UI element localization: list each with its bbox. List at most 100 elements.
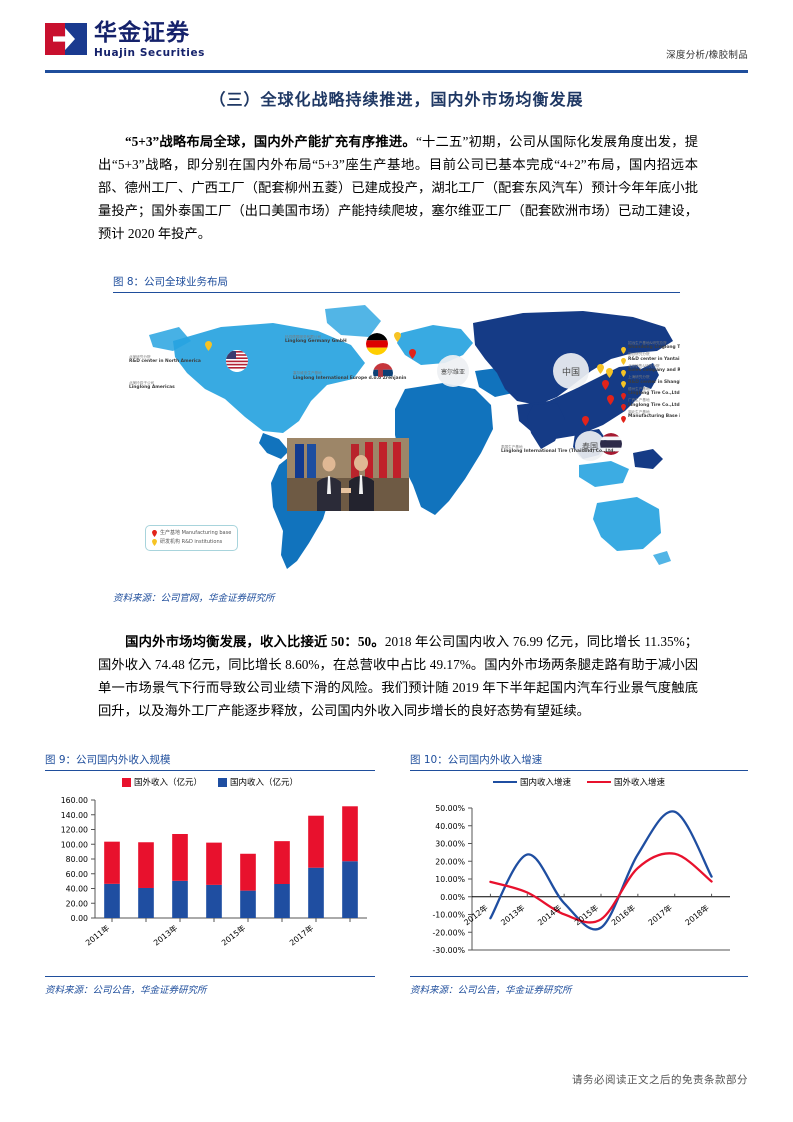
logo-text-cn: 华金证券 xyxy=(94,20,190,46)
y-axis-tick-label: 20.00% xyxy=(435,857,465,866)
legend-item: 国外收入（亿元） xyxy=(121,776,202,788)
x-axis-tick-label: 2017年 xyxy=(287,923,315,948)
map-pin-yellow-icon xyxy=(621,352,626,366)
header-divider xyxy=(45,70,748,73)
logo-text-en: Huajin Securities xyxy=(94,47,206,59)
figure9-divider xyxy=(45,976,375,978)
x-axis-tick-label: 2012年 xyxy=(462,902,490,927)
legend-swatch-icon xyxy=(121,777,131,787)
bar-domestic xyxy=(206,884,222,918)
y-axis-tick-label: 100.00 xyxy=(61,840,88,849)
bar-overseas xyxy=(274,841,290,885)
x-axis-tick-label: 2015年 xyxy=(219,923,247,948)
y-axis-tick-label: 160.00 xyxy=(61,796,88,805)
flag-usa-icon xyxy=(226,350,248,372)
paragraph-revenue-balance: 国内外市场均衡发展，收入比接近 50：50。2018 年公司国内收入 76.99… xyxy=(98,630,698,722)
map-right-label-item: 烟台研究分院 R&D center in Yantai xyxy=(621,352,680,366)
map-legend-item: 生产基地 Manufacturing base xyxy=(152,529,231,538)
legend-item: 国外收入增速 xyxy=(587,776,665,788)
figure9-caption: 图 9：公司国内外收入规模 xyxy=(45,752,375,771)
figure9-source: 资料来源：公司公告，华金证券研究所 xyxy=(45,986,207,996)
bar-domestic xyxy=(274,884,290,918)
y-axis-tick-label: 10.00% xyxy=(435,875,465,884)
map-legend-label: 研发机构 R&D institutions xyxy=(160,539,223,545)
x-axis-tick-label: 2015年 xyxy=(572,902,600,927)
map-right-label-item: 上海研究分院 R&D center in Shanghai xyxy=(621,375,680,389)
x-axis-tick-label: 2013年 xyxy=(499,902,527,927)
y-axis-tick-label: 0.00% xyxy=(440,893,465,902)
figure10-line-chart: 国内收入增速 国外收入增速 -30.00% -20.00% -10.00% 0.00% 1… xyxy=(410,774,748,972)
map-pin-yellow-icon xyxy=(621,364,626,377)
china-bubble: 中国 xyxy=(553,353,589,389)
figure10-divider xyxy=(410,976,748,978)
map-label-na-rd: 北美研究分院 R&D center in North America xyxy=(129,355,201,365)
figure10-caption: 图 10：公司国内外收入增速 xyxy=(410,752,748,771)
paragraph2-body: 2018 年公司国内收入 76.99 亿元，同比增长 11.35%；国外收入 7… xyxy=(98,634,699,718)
map-legend-label: 生产基地 Manufacturing base xyxy=(160,530,232,536)
map-pin-yellow-icon xyxy=(205,338,212,351)
map-label-serbia: 塞尔维亚生产基地 Linglong International Europe d… xyxy=(293,371,407,381)
section-heading: （三）全球化战略持续推进，国内外市场均衡发展 xyxy=(209,90,584,109)
legend-swatch-icon xyxy=(218,777,227,787)
legend-item: 国内收入（亿元） xyxy=(218,776,298,788)
figure9-stacked-bar-chart: 国外收入（亿元） 国内收入（亿元） 0.00 20.00 40.00 60.00 80.0… xyxy=(45,774,375,972)
serbia-bubble: 塞尔维亚 xyxy=(437,355,469,387)
bar-overseas xyxy=(240,853,256,891)
page-header: 华金证券 Huajin Securities 深度分析/橡胶制品 xyxy=(0,0,793,73)
bar-domestic xyxy=(308,867,324,918)
y-axis-tick-label: 40.00% xyxy=(435,822,465,831)
map-pin-red-icon xyxy=(607,392,614,405)
map-label-thailand: 泰国生产基地 Linglong International Tire (Thai… xyxy=(501,445,616,455)
x-axis-tick-label: 2013年 xyxy=(151,923,179,948)
map-pin-yellow-icon xyxy=(621,341,626,354)
bar-overseas xyxy=(308,815,324,868)
y-axis-tick-label: 80.00 xyxy=(66,855,88,864)
legend-line-icon xyxy=(492,780,517,784)
figure10-plot-area: -30.00% -20.00% -10.00% 0.00% 10.00% 20.00% 30… xyxy=(432,804,730,955)
flag-serbia-icon xyxy=(373,363,393,383)
figure9-legend: 国外收入（亿元） 国内收入（亿元） xyxy=(45,774,375,790)
map-label-linglong-americas: 北美玲珑子公司 Linglong Americas xyxy=(129,381,175,391)
map-pin-yellow-icon xyxy=(597,361,604,374)
flag-germany-icon xyxy=(366,333,388,355)
figure10-source: 资料来源：公司公告，华金证券研究所 xyxy=(410,986,572,996)
map-pin-yellow-icon xyxy=(152,539,157,546)
map-pin-red-icon xyxy=(152,530,157,537)
y-axis-tick-label: 0.00 xyxy=(71,914,88,923)
line-domestic-growth xyxy=(489,810,713,931)
header-category-label: 深度分析/橡胶制品 xyxy=(666,50,748,61)
y-axis-tick-label: 140.00 xyxy=(61,811,88,820)
brand-logo: 华金证券 Huajin Securities xyxy=(45,22,205,59)
bar-overseas xyxy=(342,806,358,862)
figure10-legend: 国内收入增速 国外收入增速 xyxy=(410,774,748,790)
world-map-graphic xyxy=(149,305,673,569)
paragraph-global-strategy: “5+3”战略布局全球，国内外产能扩充有序推进。“十二五”初期，公司从国际化发展… xyxy=(98,130,698,245)
y-axis-tick-label: 60.00 xyxy=(66,870,88,879)
bar-domestic xyxy=(138,887,154,918)
bar-overseas xyxy=(138,842,154,888)
map-right-label-item: 广西生产基地 Linglong Tire Co.,Ltd. in Liuzhou… xyxy=(621,398,680,412)
flag-thailand-icon xyxy=(600,433,622,455)
map-right-label-list: 招远生产基地&研究总院 Shandong Linglong Tire Co.,L… xyxy=(621,341,680,423)
map-label-germany: 玲珑德国服务有限公司 Linglong Germany GmbH xyxy=(285,335,347,345)
map-right-label-item: 招远生产基地&研究总院 Shandong Linglong Tire Co.,L… xyxy=(621,341,680,354)
map-pin-red-icon xyxy=(602,377,609,390)
x-axis-tick-label: 2011年 xyxy=(83,923,111,948)
x-axis-tick-label: 2017年 xyxy=(646,902,674,927)
map-right-label-item: 德州生产基地 Linglong Tire Co.,Ltd.in Dezhou,S… xyxy=(621,387,680,400)
legend-label: 国内收入增速 xyxy=(519,778,571,788)
page-footer-disclaimer: 请务必阅读正文之后的免责条款部分 xyxy=(572,1074,748,1086)
y-axis-tick-label: 30.00% xyxy=(435,840,465,849)
legend-label: 国外收入增速 xyxy=(614,778,666,788)
map-pin-yellow-icon xyxy=(606,365,613,378)
figure8-source: 资料来源：公司官网，华金证券研究所 xyxy=(113,594,275,604)
map-pin-yellow-icon xyxy=(394,329,401,342)
bar-domestic xyxy=(172,880,188,918)
y-axis-tick-label: -30.00% xyxy=(432,946,465,955)
y-axis-tick-label: 40.00 xyxy=(66,885,88,894)
paragraph2-lead: 国内外市场均衡发展，收入比接近 50：50。 xyxy=(125,634,385,649)
y-axis-tick-label: 50.00% xyxy=(435,804,465,813)
map-right-label-item: 湖北生产基地 Manufacturing Base in Jingmen,Hub… xyxy=(621,410,680,423)
y-axis-tick-label: -10.00% xyxy=(432,911,465,920)
map-pin-red-icon xyxy=(621,387,626,400)
